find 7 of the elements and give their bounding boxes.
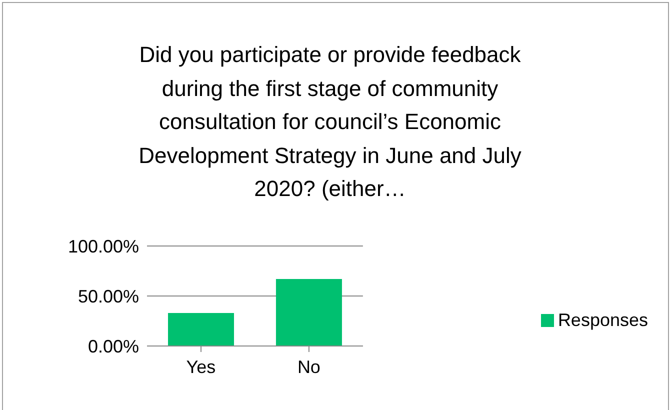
y-tick-label: 0.00% [88,336,139,356]
legend-label: Responses [558,310,648,330]
x-tick-label: No [297,356,320,377]
y-tick-label: 50.00% [78,286,139,306]
chart-title: Did you participate or provide feedback during the first stage of community consultation for council’s Economic Development Strategy in June and July 2020? (either… [138,41,522,203]
y-tick-label: 100.00% [68,236,139,256]
x-tick-label: Yes [186,356,216,377]
